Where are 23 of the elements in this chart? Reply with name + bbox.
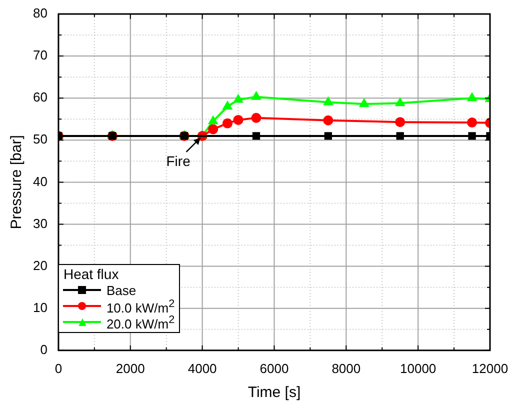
legend-label: Base: [106, 282, 136, 298]
x-tick-label: 2000: [116, 360, 145, 376]
legend-label: 10.0 kW/m$^{2}$: [106, 297, 175, 316]
y-tick-label: 70: [32, 48, 48, 63]
y-tick-label: 60: [32, 90, 48, 105]
x-tick-label: 0: [54, 360, 62, 376]
y-tick-label: 50: [32, 132, 48, 147]
y-tick-label: 0: [40, 342, 48, 357]
legend-label: 20.0 kW/m$^{2}$: [106, 314, 175, 332]
x-axis-title: Time [s]: [248, 384, 301, 402]
x-tick-label: 8000: [332, 360, 361, 376]
x-tick-label: 12000: [472, 360, 508, 376]
y-tick-label: 40: [32, 174, 48, 189]
annotation: Fire: [166, 152, 191, 169]
legend-title: Heat flux: [63, 266, 120, 282]
y-tick-label: 10: [32, 300, 48, 315]
y-tick-label: 80: [32, 6, 48, 21]
x-tick-label: 10000: [400, 360, 436, 376]
y-axis-title: Pressure [bar]: [8, 135, 26, 230]
y-tick-label: 30: [32, 216, 48, 231]
x-tick-label: 4000: [188, 360, 217, 376]
y-tick-label: 20: [32, 258, 48, 273]
x-tick-label: 6000: [260, 360, 289, 376]
